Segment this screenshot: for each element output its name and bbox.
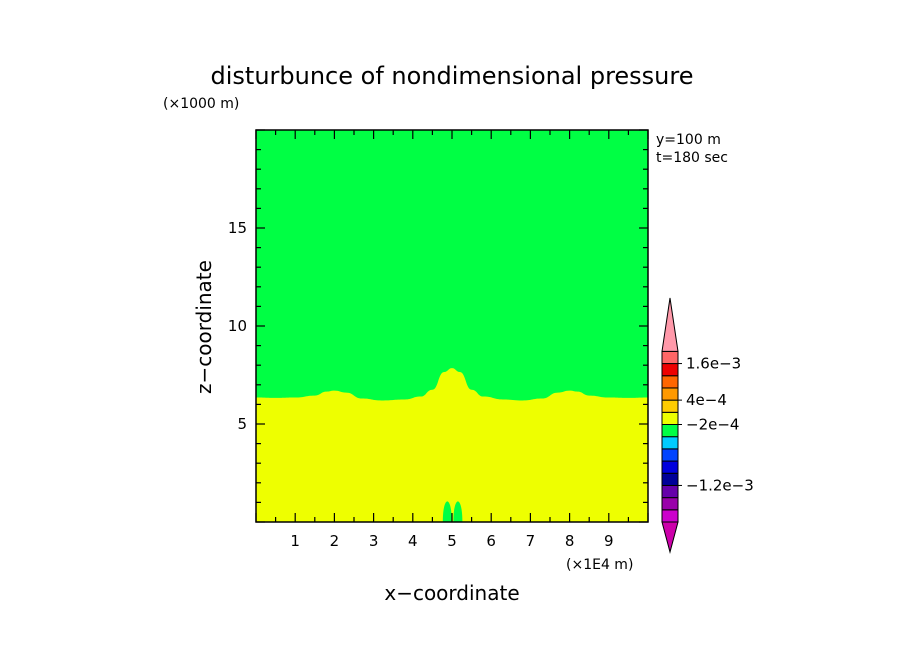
colorbar-level: [661, 448, 679, 462]
x-tick-label: 4: [408, 532, 418, 550]
y-tick-label: 10: [228, 317, 247, 335]
annotation-y-level: y=100 m: [656, 132, 721, 148]
near-surface-spot: [442, 501, 452, 522]
x-axis-unit: (×1E4 m): [566, 557, 633, 573]
annotation-time: t=180 sec: [656, 150, 728, 166]
field-region-lower: [256, 368, 648, 522]
colorbar-level: [661, 363, 679, 377]
colorbar-level: [661, 350, 679, 365]
x-tick-label: 7: [526, 532, 536, 550]
colorbar-level: [661, 399, 679, 413]
colorbar-label: 1.6e−3: [686, 355, 741, 373]
colorbar-level: [661, 375, 679, 389]
x-tick-label: 9: [604, 532, 614, 550]
x-tick-label: 3: [369, 532, 379, 550]
colorbar-level: [661, 497, 679, 511]
x-tick-label: 8: [565, 532, 575, 550]
near-surface-spot: [453, 501, 463, 522]
x-tick-label: 5: [447, 532, 457, 550]
colorbar-arrow-min: [661, 521, 679, 554]
colorbar-level: [661, 411, 679, 425]
plot-area: 1 2 3 4 5 6 7 8 9 5 10 15: [228, 129, 649, 550]
colorbar-level: [661, 460, 679, 474]
colorbar-level: [661, 484, 679, 499]
y-axis-unit: (×1000 m): [163, 96, 239, 112]
colorbar-arrow-max: [661, 297, 679, 352]
x-tick-label: 1: [290, 532, 300, 550]
y-tick-label: 15: [228, 219, 247, 237]
near-surface-spots: [442, 501, 463, 522]
colorbar-label: −1.2e−3: [686, 476, 754, 494]
y-tick-label: 5: [237, 415, 247, 433]
y-axis-ticks: 5 10 15: [228, 129, 648, 523]
colorbar-level: [661, 436, 679, 450]
x-tick-label: 2: [330, 532, 340, 550]
colorbar-level: [661, 509, 679, 523]
colorbar-level: [661, 472, 679, 486]
colorbar-label: 4e−4: [686, 391, 727, 409]
colorbar: 1.6e−3 4e−4 −2e−4 −1.2e−3: [661, 297, 754, 554]
chart-title: disturbunce of nondimensional pressure: [211, 62, 694, 90]
x-axis-label: x−coordinate: [384, 581, 519, 605]
x-axis-ticks: 1 2 3 4 5 6 7 8 9: [255, 130, 649, 550]
x-tick-label: 6: [486, 532, 496, 550]
colorbar-label: −2e−4: [686, 416, 739, 434]
colorbar-level: [661, 387, 679, 401]
y-axis-label: z−coordinate: [192, 260, 216, 394]
colorbar-level: [661, 424, 679, 438]
